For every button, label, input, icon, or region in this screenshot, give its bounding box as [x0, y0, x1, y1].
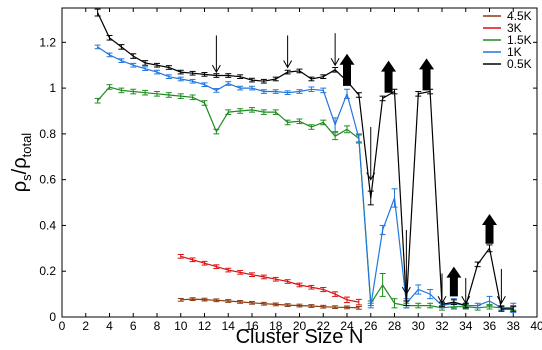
thick-arrow [419, 58, 435, 91]
x-tick-label: 0 [59, 319, 66, 333]
arrow-shape [381, 60, 397, 93]
thin-arrow [366, 127, 376, 181]
legend-label-1K: 1K [507, 45, 522, 59]
x-tick-label: 20 [293, 319, 307, 333]
y-tick-label: 0.8 [39, 127, 56, 141]
y-tick-label: 0.2 [39, 264, 56, 278]
series-line [180, 255, 360, 303]
thick-arrow [482, 214, 497, 244]
x-tick-label: 32 [435, 319, 449, 333]
series-line [97, 46, 514, 309]
thin-arrow [496, 268, 506, 305]
arrow-shape [482, 214, 497, 244]
thin-arrow [211, 35, 221, 74]
x-tick-label: 2 [82, 319, 89, 333]
x-tick-label: 22 [317, 319, 331, 333]
x-tick-label: 14 [222, 319, 236, 333]
x-tick-label: 38 [507, 319, 521, 333]
arrow-head [401, 286, 411, 296]
thick-arrow [446, 266, 462, 297]
annotation-layer [211, 33, 506, 305]
series-4.5K [177, 297, 362, 310]
y-axis-label-main: ρ [9, 181, 31, 192]
arrow-shape [446, 266, 462, 297]
x-tick-label: 18 [269, 319, 283, 333]
thin-arrow [437, 273, 447, 305]
x-tick-label: 8 [154, 319, 161, 333]
thin-arrow [330, 33, 340, 67]
thin-arrow [461, 278, 471, 305]
y-axis-label: ρs/ρtotal [9, 133, 34, 193]
x-axis: 0 2 4 6 8 10 12 14 16 18 20 22 24 26 28 30 32 34 36 38 40 [59, 8, 542, 333]
x-tick-label: 24 [340, 319, 354, 333]
x-tick-label: 10 [174, 319, 188, 333]
y-tick-label: 1 [49, 81, 56, 95]
x-tick-label: 40 [530, 319, 542, 333]
series-line [97, 12, 514, 310]
legend-label-3K: 3K [507, 21, 522, 35]
arrow-shape [419, 58, 435, 91]
legend-label-0.5K: 0.5K [507, 57, 532, 71]
x-tick-label: 36 [483, 319, 497, 333]
y-tick-label: 0 [49, 310, 56, 324]
arrow-shape [339, 53, 355, 86]
arrow-head [283, 60, 293, 69]
y-axis-label-sub1: s [19, 174, 34, 181]
thin-arrow [401, 230, 411, 296]
thin-arrow [283, 35, 293, 69]
legend-label-4.5K: 4.5K [507, 9, 532, 23]
arrow-head [330, 57, 340, 67]
arrow-head [366, 172, 376, 181]
arrow-head [211, 64, 221, 74]
x-tick-label: 30 [412, 319, 426, 333]
x-tick-label: 6 [130, 319, 137, 333]
y-axis-label-sep: /ρ [9, 157, 31, 174]
y-axis-label-sub2: total [19, 133, 34, 158]
legend-label-1.5K: 1.5K [507, 33, 532, 47]
y-tick-label: 0.6 [39, 173, 56, 187]
x-tick-label: 34 [459, 319, 473, 333]
arrow-head [461, 296, 471, 305]
thick-arrow [339, 53, 355, 86]
x-tick-label: 4 [106, 319, 113, 333]
x-tick-label: 12 [198, 319, 212, 333]
x-axis-label: Cluster Size N [236, 326, 364, 348]
series-line [180, 298, 359, 309]
x-tick-label: 26 [364, 319, 378, 333]
series-3K [177, 254, 362, 306]
y-tick-label: 1.2 [39, 35, 56, 49]
x-tick-label: 28 [388, 319, 402, 333]
series-0.5K [94, 8, 517, 312]
arrow-head [496, 296, 506, 305]
y-axis: 0 0.2 0.4 0.6 0.8 1 1.2 [39, 35, 537, 324]
y-tick-label: 0.4 [39, 218, 56, 232]
arrow-head [437, 296, 447, 305]
x-tick-label: 16 [245, 319, 259, 333]
series-layer [94, 8, 517, 313]
thick-arrow [381, 60, 397, 93]
